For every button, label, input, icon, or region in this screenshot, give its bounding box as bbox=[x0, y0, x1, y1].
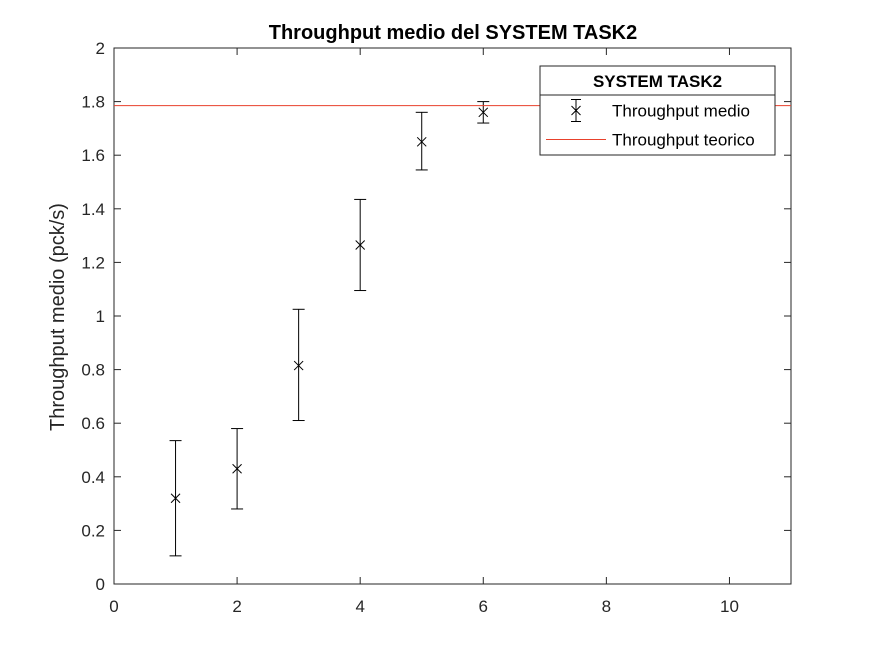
y-tick-label: 1.4 bbox=[81, 200, 105, 219]
x-tick-label: 0 bbox=[109, 597, 118, 616]
errorbar-point bbox=[169, 440, 182, 557]
errorbar-point bbox=[231, 428, 244, 510]
errorbar-point bbox=[415, 111, 428, 171]
errorbar-point bbox=[292, 308, 305, 422]
y-tick-label: 0.4 bbox=[81, 468, 105, 487]
legend: SYSTEM TASK2 Throughput medio Throughput t… bbox=[539, 65, 776, 156]
x-tick-label: 10 bbox=[720, 597, 739, 616]
data-point-marker-stroke-b bbox=[170, 493, 181, 504]
data-point-marker bbox=[170, 493, 181, 504]
legend-box bbox=[539, 65, 776, 156]
y-tick-label: 1 bbox=[96, 307, 105, 326]
data-point-marker-stroke-b bbox=[355, 240, 366, 250]
chart-title: Throughput medio del SYSTEM TASK2 bbox=[269, 22, 638, 44]
data-point-marker-stroke-b bbox=[293, 360, 304, 371]
y-tick-label: 0 bbox=[96, 575, 105, 594]
data-point-marker bbox=[293, 360, 304, 371]
legend-entry-label: Throughput teorico bbox=[612, 131, 755, 150]
legend-marker-icon-stroke-b bbox=[571, 105, 581, 116]
y-tick-label: 0.8 bbox=[81, 361, 105, 380]
data-point-marker bbox=[355, 240, 366, 250]
y-tick-label: 1.8 bbox=[81, 93, 105, 112]
x-tick-label: 8 bbox=[602, 597, 611, 616]
data-point-marker bbox=[416, 136, 427, 147]
plot-area: 0 2 4 6 8 10 0 0.2 0.4 0.6 0.8 1 1.2 1.4 1.6 1.8 2 bbox=[81, 39, 792, 616]
data-point-marker bbox=[232, 463, 242, 474]
legend-entry: Throughput medio bbox=[571, 99, 750, 122]
x-tick-label: 6 bbox=[479, 597, 488, 616]
y-tick-label: 0.6 bbox=[81, 414, 105, 433]
legend-entry: Throughput teorico bbox=[546, 131, 755, 150]
y-tick-label: 2 bbox=[96, 39, 105, 58]
legend-entry-label: Throughput medio bbox=[612, 102, 750, 121]
y-tick-label: 1.2 bbox=[81, 253, 105, 272]
data-point-marker-stroke-b bbox=[416, 136, 427, 147]
x-tick-label: 4 bbox=[355, 597, 364, 616]
y-axis-label: Throughput medio (pck/s) bbox=[47, 203, 69, 431]
legend-marker-icon bbox=[571, 105, 581, 116]
errorbar-point bbox=[354, 198, 367, 292]
data-point-marker-stroke-b bbox=[478, 107, 489, 118]
data-point-marker bbox=[478, 107, 489, 118]
x-tick-label: 2 bbox=[232, 597, 241, 616]
y-tick-label: 1.6 bbox=[81, 146, 105, 165]
legend-title: SYSTEM TASK2 bbox=[593, 72, 722, 91]
data-point-marker-stroke-b bbox=[232, 463, 242, 474]
y-tick-label: 0.2 bbox=[81, 521, 105, 540]
